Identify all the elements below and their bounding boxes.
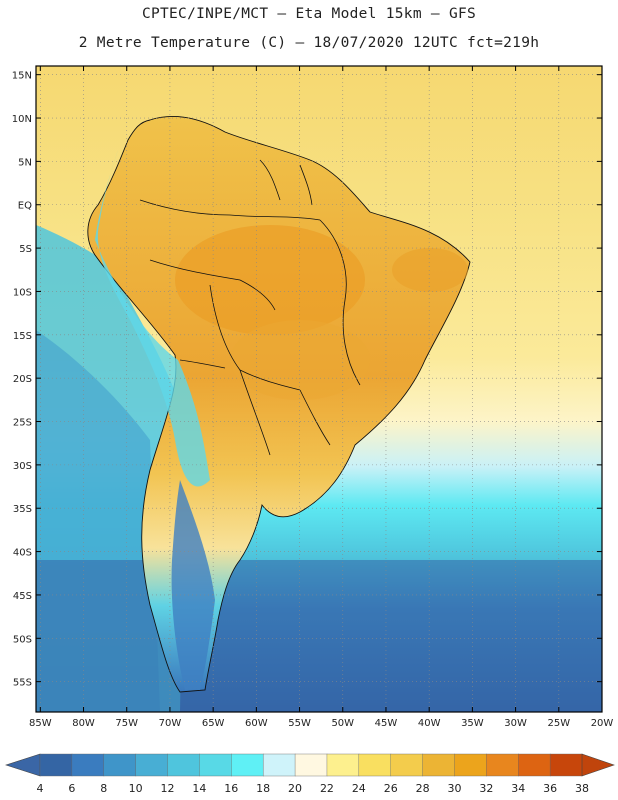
lon-label: 55W [288,718,311,729]
colorbar [5,753,615,777]
colorbar-label: 34 [511,782,525,795]
longitude-labels: 85W 80W 75W 70W 65W 60W 55W 50W 45W 40W 35W 30W 25W 2… [29,718,613,729]
colorbar-swatch [135,753,169,777]
colorbar-labels: 4 6 8 10 12 14 16 18 20 22 24 26 28 30 32 34 36 38 [37,782,590,795]
lat-label: 10S [13,287,32,298]
colorbar-swatch [486,753,519,777]
axis-ticks [36,66,603,712]
southern-ocean [36,560,602,712]
colorbar-label: 28 [416,782,430,795]
colorbar-label: 38 [575,782,589,795]
country-borders [139,159,361,456]
colorbar-label: 4 [37,782,44,795]
colorbar-label: 22 [320,782,334,795]
lon-label: 35W [461,718,484,729]
lat-label: 20S [13,374,32,385]
lon-label: 60W [245,718,268,729]
colorbar-label: 12 [161,782,175,795]
lat-label: EQ [18,201,32,212]
lat-label: 45S [13,591,32,602]
title-line-1: CPTEC/INPE/MCT – Eta Model 15km – GFS [141,6,477,22]
colorbar-label: 6 [68,782,75,795]
lat-label: 30S [13,461,32,472]
lon-label: 75W [115,718,138,729]
colorbar-swatch [358,753,392,777]
colorbar-label: 10 [129,782,143,795]
lat-label: 10N [12,114,32,125]
colorbar-label: 30 [447,782,461,795]
lat-label: 15N [12,71,32,82]
colorbar-swatch [454,753,487,777]
lat-label: 55S [13,678,32,689]
lon-label: 30W [504,718,527,729]
lon-label: 25W [547,718,570,729]
colorbar-label: 26 [384,782,398,795]
lon-label: 70W [159,718,182,729]
map-panel [36,66,602,712]
colorbar-swatch [167,753,200,777]
amazon-hot-zone [175,225,365,335]
colorbar-label: 14 [192,782,206,795]
lat-label: 5N [18,157,32,168]
lon-label: 20W [591,718,614,729]
colorbar-swatch [326,753,360,777]
colorbar-swatch [422,753,455,777]
colorbar-label: 16 [224,782,238,795]
lat-label: 5S [19,244,32,255]
lon-label: 65W [202,718,225,729]
colorbar-swatch [103,753,137,777]
colorbar-swatch [518,753,551,777]
lon-label: 80W [72,718,95,729]
lat-label: 35S [13,504,32,515]
colorbar-swatch [390,753,424,777]
map-frame [35,65,603,713]
colorbar-swatch [262,753,296,777]
lat-label: 40S [13,548,32,559]
lon-label: 85W [29,718,52,729]
lon-label: 50W [331,718,354,729]
patagonia-cold [171,480,215,690]
lon-label: 45W [375,718,398,729]
title-line-2: 2 Metre Temperature (C) – 18/07/2020 12U… [78,35,540,51]
colorbar-swatch [39,753,73,777]
latitude-labels: 15N 10N 5N EQ 5S 10S 15S 20S 25S 30S 35S 40S 45S 50S 5… [12,71,32,689]
colorbar-low-arrow [5,753,41,777]
northeast-hot-zone [392,248,468,292]
colorbar-label: 18 [256,782,270,795]
lat-label: 50S [13,634,32,645]
colorbar-label: 20 [288,782,302,795]
lat-label: 25S [13,418,32,429]
andes-cool-strip [95,150,210,487]
colorbar-label: 36 [543,782,557,795]
lat-label: 15S [13,331,32,342]
colorbar-swatch [71,753,105,777]
lon-label: 40W [418,718,441,729]
colorbar-label: 32 [479,782,493,795]
colorbar-high-arrow [581,753,615,777]
colorbar-swatch [199,753,232,777]
colorbar-swatch [294,753,328,777]
colorbar-label: 24 [352,782,366,795]
colorbar-label: 8 [100,782,107,795]
colorbar-swatch [231,753,264,777]
colorbar-swatch [549,753,583,777]
